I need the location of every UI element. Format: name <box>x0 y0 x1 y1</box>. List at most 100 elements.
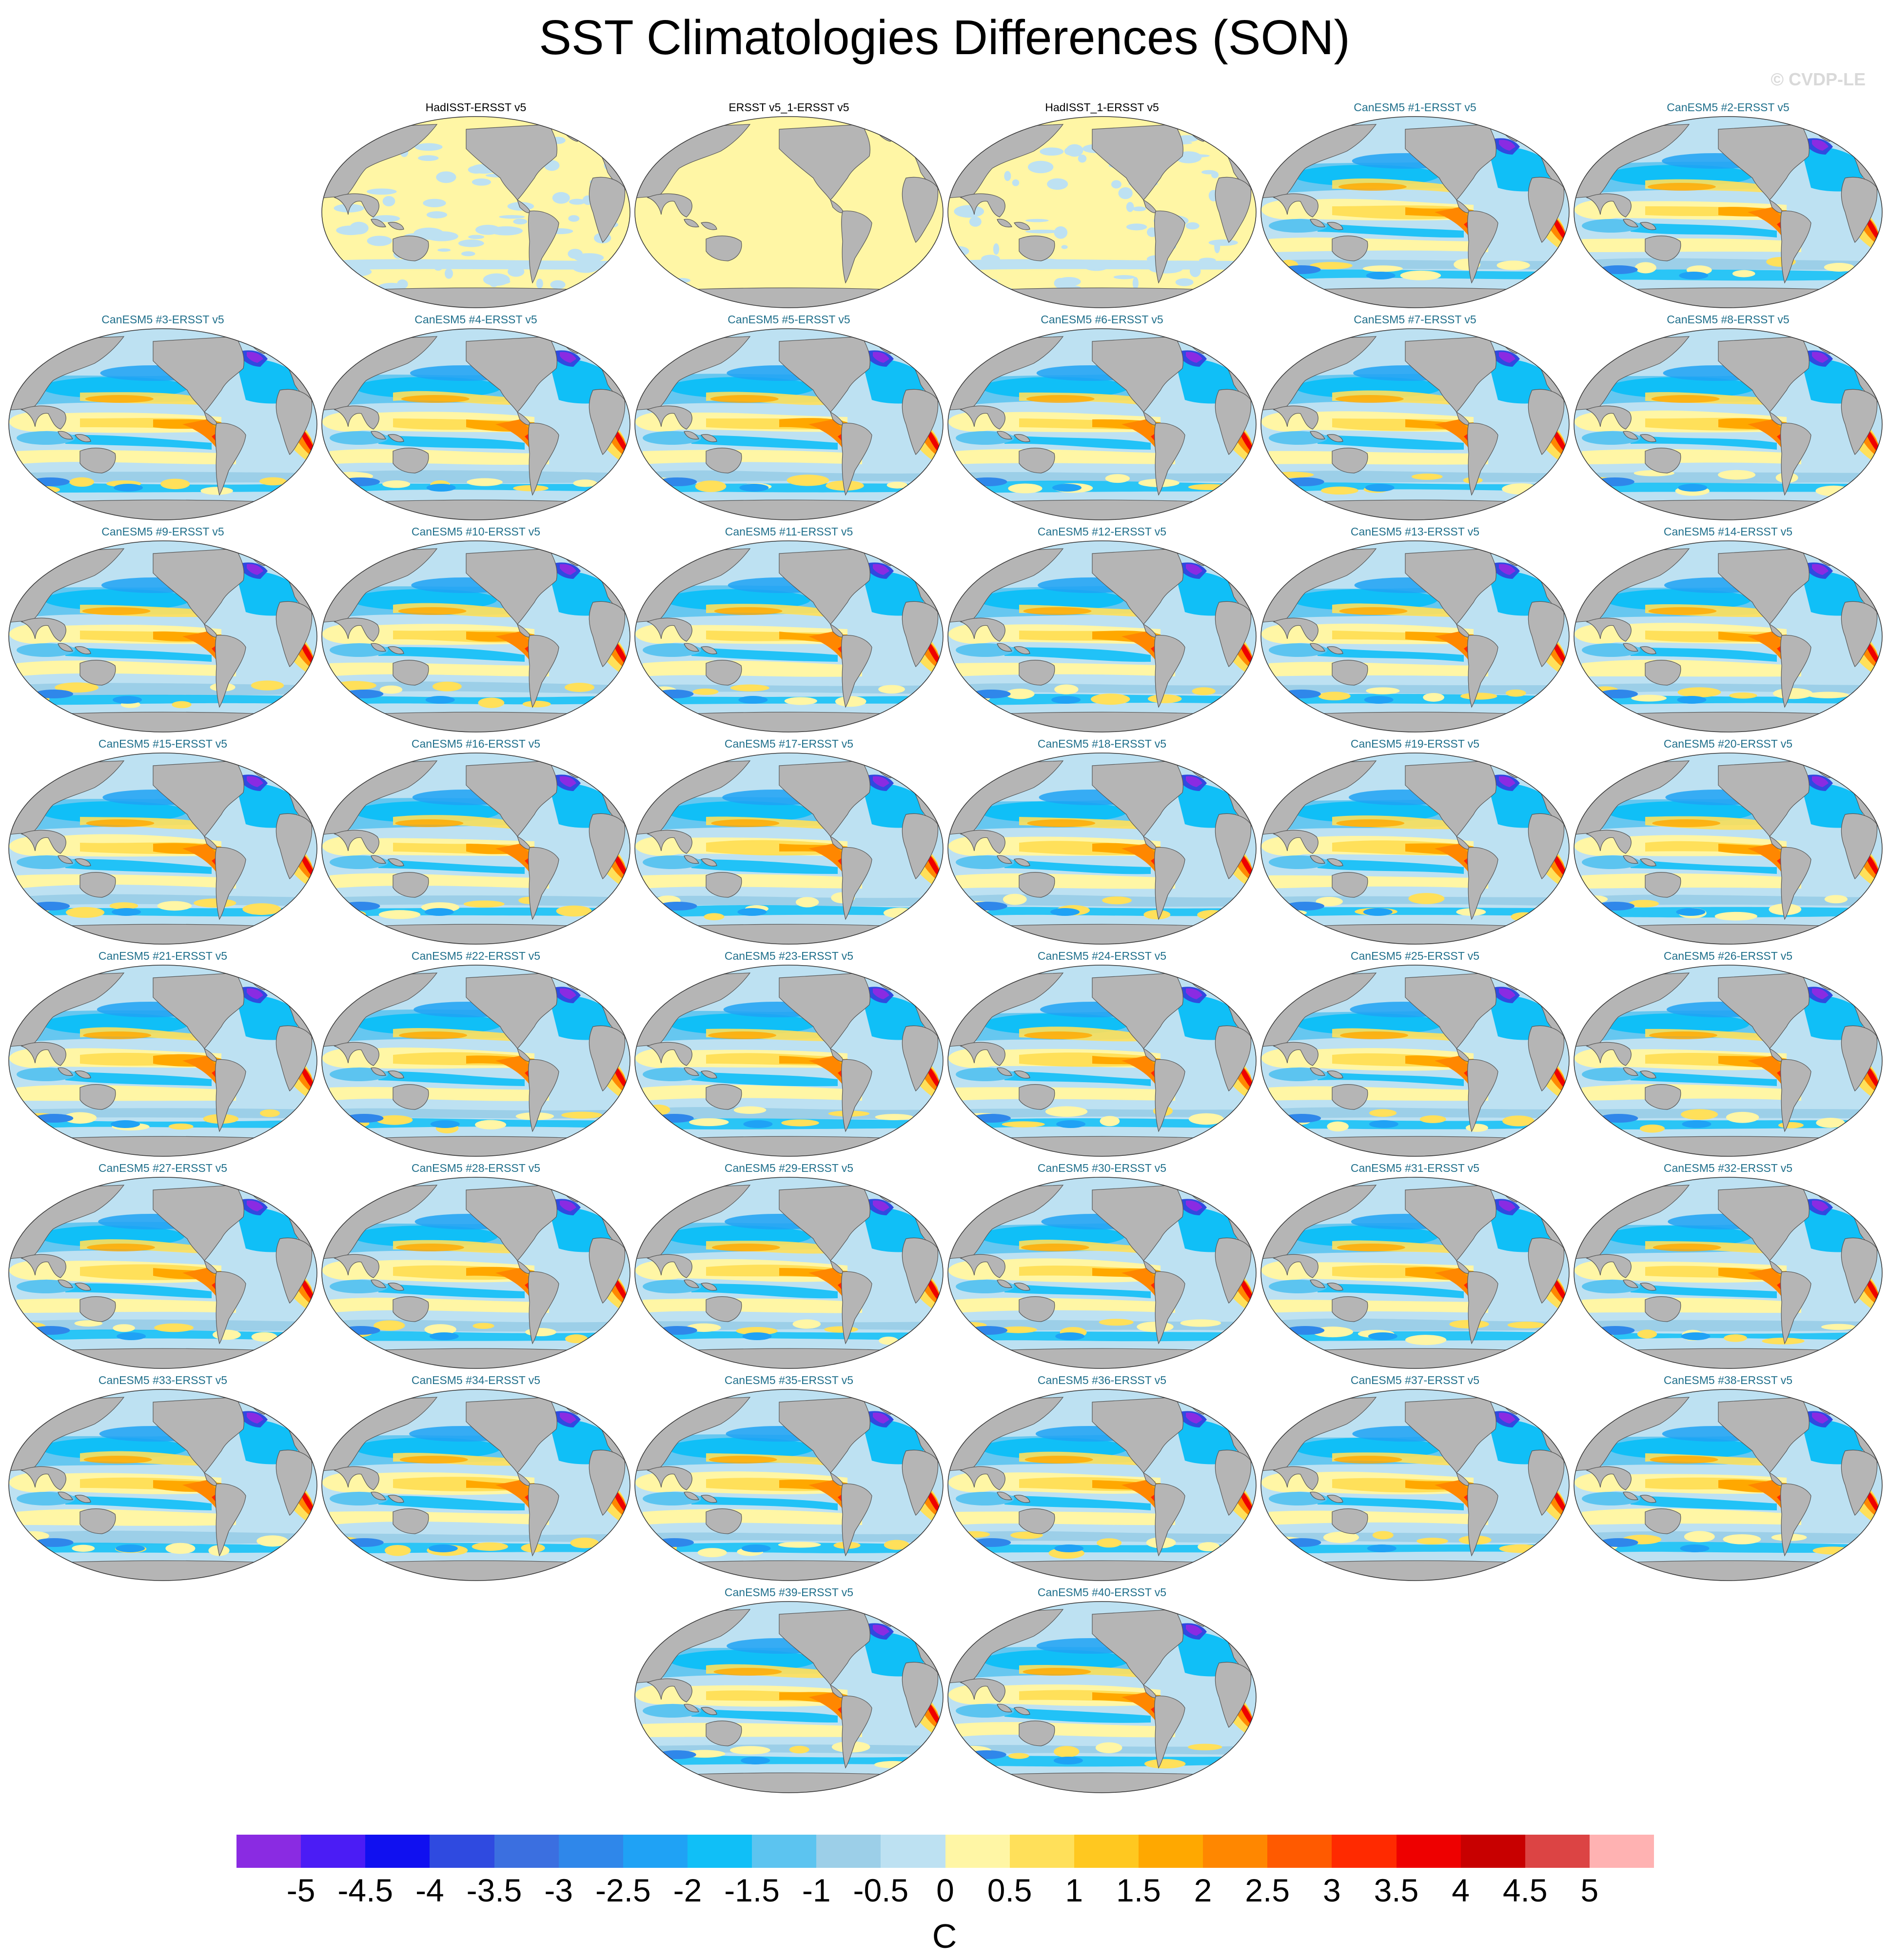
panel-title: CanESM5 #12-ERSST v5 <box>1037 525 1167 538</box>
colorbar-box <box>1074 1835 1139 1868</box>
colorbar-tick-label: 0 <box>936 1872 954 1908</box>
sst-difference-map <box>1574 328 1883 520</box>
colorbar-box <box>236 1835 301 1868</box>
sst-difference-map <box>8 1177 317 1369</box>
map-panel: CanESM5 #1-ERSST v5 <box>1259 100 1571 310</box>
map-panel: CanESM5 #26-ERSST v5 <box>1572 949 1884 1158</box>
sst-difference-map <box>947 1389 1257 1581</box>
colorbar-tick-label: 1 <box>1065 1872 1083 1908</box>
map-panel: CanESM5 #34-ERSST v5 <box>320 1373 632 1583</box>
map-panel: CanESM5 #20-ERSST v5 <box>1572 736 1884 946</box>
panel-title: CanESM5 #28-ERSST v5 <box>411 1162 541 1174</box>
colorbar-box <box>558 1835 623 1868</box>
map-panel: CanESM5 #14-ERSST v5 <box>1572 524 1884 734</box>
sst-difference-map <box>1574 540 1883 733</box>
map-panel: CanESM5 #18-ERSST v5 <box>946 736 1258 946</box>
sst-difference-map <box>321 1389 630 1581</box>
colorbar: -5 -4.5 -4 -3.5 -3 -2.5 -2 -1.5 -1 -0.5 0 0.5 1 1.5 2 2… <box>0 1824 1889 1960</box>
sst-difference-map <box>1260 1389 1570 1581</box>
sst-difference-map <box>8 328 317 520</box>
map-panel-grid: HadISST-ERSST v5 ERSST v5_1-ERSST v5 HadIS… <box>7 100 1884 1795</box>
colorbar-tick-label: -4 <box>415 1872 444 1908</box>
colorbar-tick-label: 0.5 <box>987 1872 1032 1908</box>
colorbar-box <box>1525 1835 1590 1868</box>
map-panel: CanESM5 #3-ERSST v5 <box>7 312 319 522</box>
sst-difference-map <box>634 540 944 733</box>
panel-title: ERSST v5_1-ERSST v5 <box>728 101 849 114</box>
panel-title: CanESM5 #2-ERSST v5 <box>1667 101 1790 114</box>
panel-title: HadISST-ERSST v5 <box>425 101 527 114</box>
map-panel: CanESM5 #17-ERSST v5 <box>633 736 945 946</box>
sst-difference-map <box>634 965 944 1157</box>
map-panel: CanESM5 #32-ERSST v5 <box>1572 1161 1884 1370</box>
map-panel: CanESM5 #30-ERSST v5 <box>946 1161 1258 1370</box>
map-panel: CanESM5 #24-ERSST v5 <box>946 949 1258 1158</box>
colorbar-box <box>1396 1835 1461 1868</box>
sst-difference-map <box>8 540 317 733</box>
sst-difference-map <box>321 1177 630 1369</box>
colorbar-tick-label: -0.5 <box>853 1872 909 1908</box>
map-panel: CanESM5 #11-ERSST v5 <box>633 524 945 734</box>
map-panel: CanESM5 #21-ERSST v5 <box>7 949 319 1158</box>
panel-title: CanESM5 #29-ERSST v5 <box>724 1162 854 1174</box>
sst-difference-map <box>634 1389 944 1581</box>
map-panel: CanESM5 #15-ERSST v5 <box>7 736 319 946</box>
panel-title: CanESM5 #20-ERSST v5 <box>1663 737 1793 750</box>
panel-title: CanESM5 #8-ERSST v5 <box>1667 313 1790 326</box>
panel-title: CanESM5 #36-ERSST v5 <box>1037 1374 1167 1386</box>
colorbar-box <box>1138 1835 1203 1868</box>
colorbar-box <box>301 1835 366 1868</box>
panel-title: CanESM5 #16-ERSST v5 <box>411 737 541 750</box>
colorbar-box <box>1267 1835 1332 1868</box>
panel-title: CanESM5 #37-ERSST v5 <box>1350 1374 1480 1386</box>
colorbar-units: C <box>932 1917 957 1955</box>
panel-title: CanESM5 #38-ERSST v5 <box>1663 1374 1793 1386</box>
sst-difference-map <box>947 116 1257 308</box>
map-panel: HadISST-ERSST v5 <box>320 100 632 310</box>
sst-difference-map <box>947 1177 1257 1369</box>
sst-difference-map <box>1574 116 1883 308</box>
sst-difference-map <box>1574 965 1883 1157</box>
panel-title: CanESM5 #34-ERSST v5 <box>411 1374 541 1386</box>
map-panel: CanESM5 #13-ERSST v5 <box>1259 524 1571 734</box>
colorbar-box <box>881 1835 945 1868</box>
sst-difference-map <box>947 540 1257 733</box>
sst-difference-map <box>1260 116 1570 308</box>
colorbar-box <box>687 1835 752 1868</box>
colorbar-box <box>1589 1835 1654 1868</box>
panel-title: CanESM5 #6-ERSST v5 <box>1041 313 1163 326</box>
panel-title: CanESM5 #14-ERSST v5 <box>1663 525 1793 538</box>
panel-title: CanESM5 #33-ERSST v5 <box>98 1374 228 1386</box>
map-panel: CanESM5 #10-ERSST v5 <box>320 524 632 734</box>
sst-difference-map <box>8 752 317 945</box>
colorbar-tick-label: -2 <box>673 1872 702 1908</box>
sst-difference-map <box>321 752 630 945</box>
panel-title: CanESM5 #23-ERSST v5 <box>724 950 854 962</box>
figure-title: SST Climatologies Differences (SON) <box>539 10 1350 65</box>
map-panel: CanESM5 #25-ERSST v5 <box>1259 949 1571 1158</box>
map-panel: CanESM5 #29-ERSST v5 <box>633 1161 945 1370</box>
colorbar-tick-label: 4.5 <box>1502 1872 1548 1908</box>
colorbar-tick-label: -2.5 <box>595 1872 651 1908</box>
colorbar-box <box>752 1835 817 1868</box>
sst-difference-map <box>947 328 1257 520</box>
colorbar-tick-label: -1.5 <box>724 1872 780 1908</box>
panel-title: CanESM5 #25-ERSST v5 <box>1350 950 1480 962</box>
map-panel: CanESM5 #9-ERSST v5 <box>7 524 319 734</box>
panel-title: CanESM5 #4-ERSST v5 <box>414 313 537 326</box>
colorbar-tick-label: 4 <box>1452 1872 1470 1908</box>
watermark: © CVDP-LE <box>1771 69 1866 89</box>
map-panel: CanESM5 #39-ERSST v5 <box>633 1585 945 1795</box>
sst-difference-map <box>634 116 944 308</box>
panel-title: CanESM5 #35-ERSST v5 <box>724 1374 854 1386</box>
colorbar-tick-label: -5 <box>286 1872 315 1908</box>
sst-difference-map <box>634 328 944 520</box>
map-panel: CanESM5 #7-ERSST v5 <box>1259 312 1571 522</box>
sst-difference-map <box>1260 540 1570 733</box>
panel-title: CanESM5 #18-ERSST v5 <box>1037 737 1167 750</box>
panel-title: CanESM5 #27-ERSST v5 <box>98 1162 228 1174</box>
sst-difference-map <box>8 965 317 1157</box>
colorbar-tick-label: 1.5 <box>1116 1872 1161 1908</box>
map-panel: CanESM5 #8-ERSST v5 <box>1572 312 1884 522</box>
colorbar-box <box>623 1835 688 1868</box>
